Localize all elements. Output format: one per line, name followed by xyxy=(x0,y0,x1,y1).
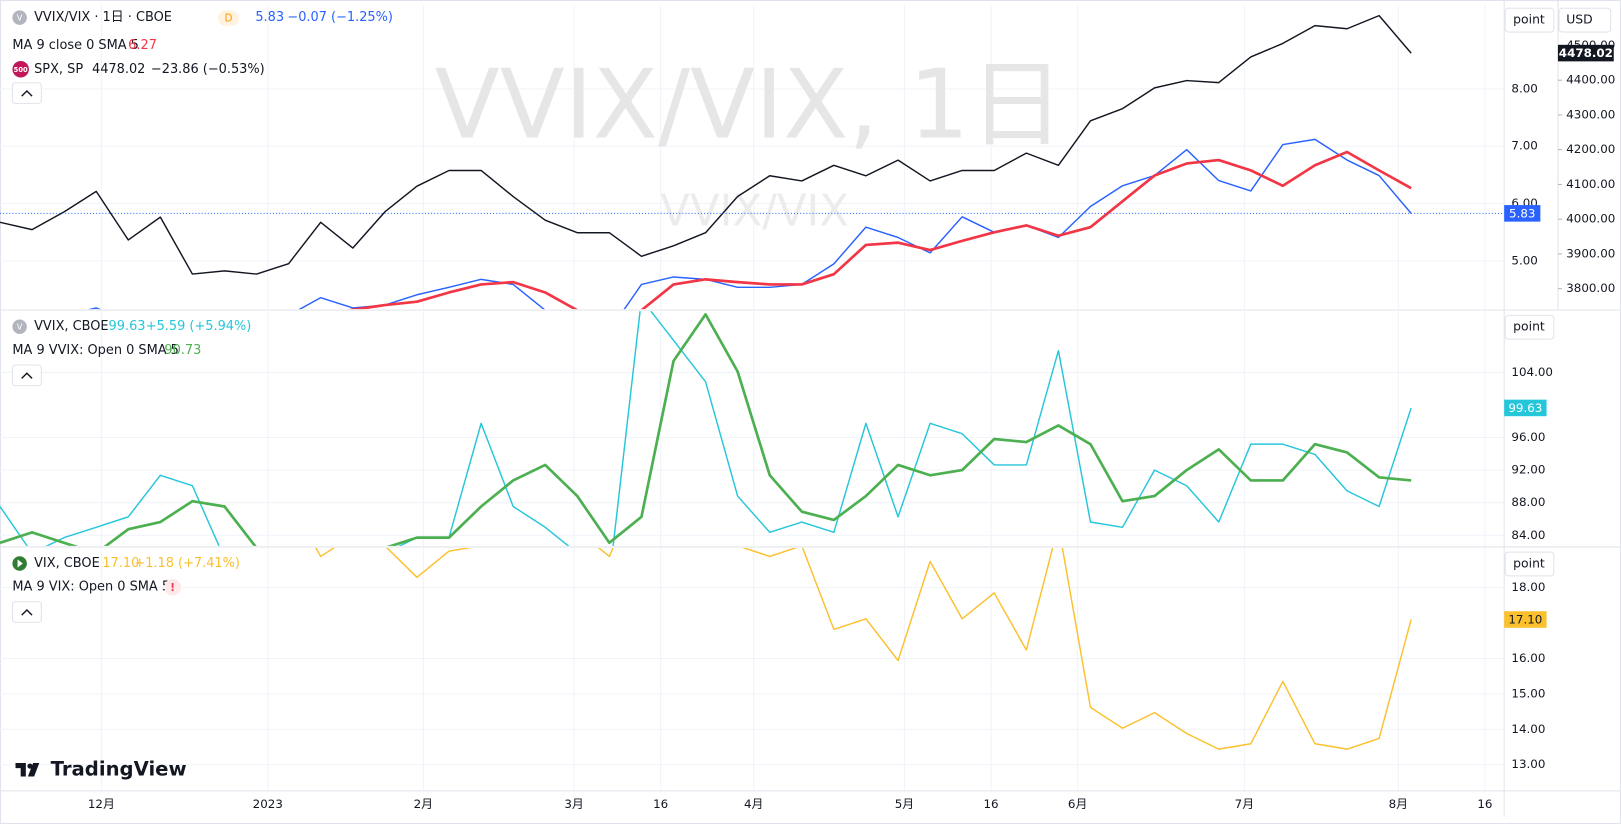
scale-mode-button[interactable] xyxy=(1504,551,1555,577)
price-change: −0.07 (−1.25%) xyxy=(287,10,393,25)
indicator-title[interactable]: MA 9 VIX: Open 0 SMA 5 xyxy=(12,580,170,595)
y2-tick-label: 4400.00 xyxy=(1566,73,1615,87)
y-tick-label: 92.00 xyxy=(1511,463,1545,477)
scale-mode-button[interactable] xyxy=(1504,314,1555,340)
indicator-title[interactable]: MA 9 close 0 SMA 5 xyxy=(12,38,139,53)
last-price-box xyxy=(1504,205,1541,222)
y-tick-label: 13.00 xyxy=(1511,757,1545,771)
watermark-sub: VVIX/VIX xyxy=(660,187,849,237)
overlay-price-label: 4478.02 xyxy=(1559,46,1613,60)
symbol-icon-text: V xyxy=(17,322,23,332)
logo xyxy=(15,763,40,777)
indicator-value: 6.27 xyxy=(128,38,157,53)
symbol-icon xyxy=(12,10,27,25)
series-line xyxy=(0,14,1412,275)
y-tick-label: 15.00 xyxy=(1511,686,1545,700)
price-labels: 5.83 4478.02 99.63 17.10 xyxy=(1504,44,1614,628)
scale-mode-label: point xyxy=(1513,12,1545,27)
grid xyxy=(0,5,1505,791)
x-tick-label: 7月 xyxy=(1235,797,1254,811)
y2-tick-label: 4100.00 xyxy=(1566,177,1615,191)
collapse-button[interactable] xyxy=(11,82,42,104)
currency-label: USD xyxy=(1566,12,1592,27)
indicator-value: 90.73 xyxy=(164,343,201,358)
x-tick-label: 6月 xyxy=(1068,797,1087,811)
warning-icon[interactable] xyxy=(164,578,181,596)
y-tick-label: 16.00 xyxy=(1511,651,1545,665)
x-tick-label: 16 xyxy=(1477,797,1492,811)
x-tick-label: 2月 xyxy=(414,797,433,811)
symbol-icon-glyph xyxy=(17,559,23,568)
scale-mode-label: point xyxy=(1513,555,1545,570)
symbol-title[interactable]: VIX, CBOE xyxy=(34,556,100,571)
y-tick-label: 88.00 xyxy=(1511,495,1545,509)
y-tick-label: 96.00 xyxy=(1511,430,1545,444)
symbol-title[interactable]: VVIX, CBOE xyxy=(34,319,108,334)
x-tick-label: 5月 xyxy=(895,797,914,811)
y-tick-label: 7.00 xyxy=(1511,139,1537,153)
x-tick-label: 8月 xyxy=(1389,797,1408,811)
overlay-badge xyxy=(12,60,29,78)
interval-badge-text: D xyxy=(224,13,232,25)
axes: 12月 2023 2月 3月 16 4月 5月 16 6月 7月 8月 165.006.007.008… xyxy=(88,38,1615,811)
y-tick-label: 84.00 xyxy=(1511,528,1545,542)
watermark: VVIX/VIX, 1日 xyxy=(435,51,1065,161)
y-tick-label: 14.00 xyxy=(1511,722,1545,736)
y2-tick-label: 4000.00 xyxy=(1566,212,1615,226)
last-price-label: 17.10 xyxy=(1508,613,1542,627)
symbol-title[interactable]: VVIX/VIX · 1日 · CBOE xyxy=(34,10,172,25)
indicator-title[interactable]: MA 9 VVIX: Open 0 SMA 5 xyxy=(12,343,178,358)
series-line xyxy=(0,313,1412,546)
price-change: +1.18 (+7.41%) xyxy=(134,556,240,571)
logo-text: TradingView xyxy=(51,758,187,781)
y2-tick-label: 4200.00 xyxy=(1566,142,1615,156)
x-tick-label: 12月 xyxy=(88,797,115,811)
y-tick-label: 18.00 xyxy=(1511,580,1545,594)
last-price: 5.83 xyxy=(255,10,284,25)
collapse-button[interactable] xyxy=(11,601,42,623)
y2-tick-label: 3900.00 xyxy=(1566,246,1615,260)
symbol-icon-text: V xyxy=(17,13,23,23)
warning-text: ! xyxy=(170,582,175,594)
last-price-box xyxy=(1504,399,1547,417)
x-tick-label: 4月 xyxy=(744,797,763,811)
x-tick-label: 16 xyxy=(653,797,668,811)
x-tick-label: 3月 xyxy=(564,797,583,811)
overlay-price: 4478.02 xyxy=(92,62,145,77)
y-tick-label: 104.00 xyxy=(1511,365,1553,379)
last-price-box xyxy=(1504,611,1547,628)
y-tick-label: 8.00 xyxy=(1511,81,1537,95)
overlay-change: −23.86 (−0.53%) xyxy=(151,62,265,77)
overlay-price-box xyxy=(1557,44,1614,62)
interval-badge xyxy=(218,10,239,26)
last-price-label: 5.83 xyxy=(1509,206,1535,220)
collapse-button[interactable] xyxy=(11,364,42,387)
x-tick-label: 16 xyxy=(983,797,998,811)
price-change: +5.59 (+5.94%) xyxy=(146,319,252,334)
series-line xyxy=(315,547,1412,750)
series-line xyxy=(348,150,1412,310)
plots xyxy=(0,14,1505,750)
currency-button[interactable] xyxy=(1558,7,1612,33)
symbol-icon xyxy=(12,319,27,334)
last-price: 99.63 xyxy=(109,319,146,334)
last-price: 17.10 xyxy=(102,556,139,571)
overlay-badge-text: 500 xyxy=(14,66,28,74)
last-price-label: 99.63 xyxy=(1508,401,1542,415)
y2-tick-label: 4300.00 xyxy=(1566,107,1615,121)
x-tick-label: 2023 xyxy=(253,797,283,811)
series-line xyxy=(0,311,1412,546)
overlay-symbol[interactable]: SPX, SP xyxy=(34,62,83,77)
scale-mode-button[interactable] xyxy=(1504,7,1555,33)
scale-mode-label: point xyxy=(1513,319,1545,334)
y-tick-label: 5.00 xyxy=(1511,253,1537,267)
y2-tick-label: 3800.00 xyxy=(1566,281,1615,295)
